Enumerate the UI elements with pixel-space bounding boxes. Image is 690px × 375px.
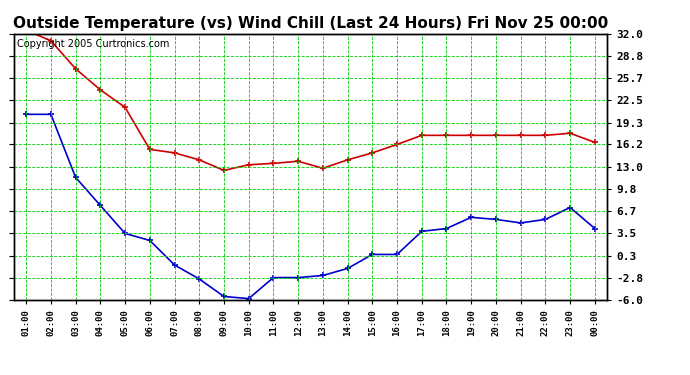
Text: Copyright 2005 Curtronics.com: Copyright 2005 Curtronics.com	[17, 39, 169, 49]
Title: Outside Temperature (vs) Wind Chill (Last 24 Hours) Fri Nov 25 00:00: Outside Temperature (vs) Wind Chill (Las…	[13, 16, 608, 31]
